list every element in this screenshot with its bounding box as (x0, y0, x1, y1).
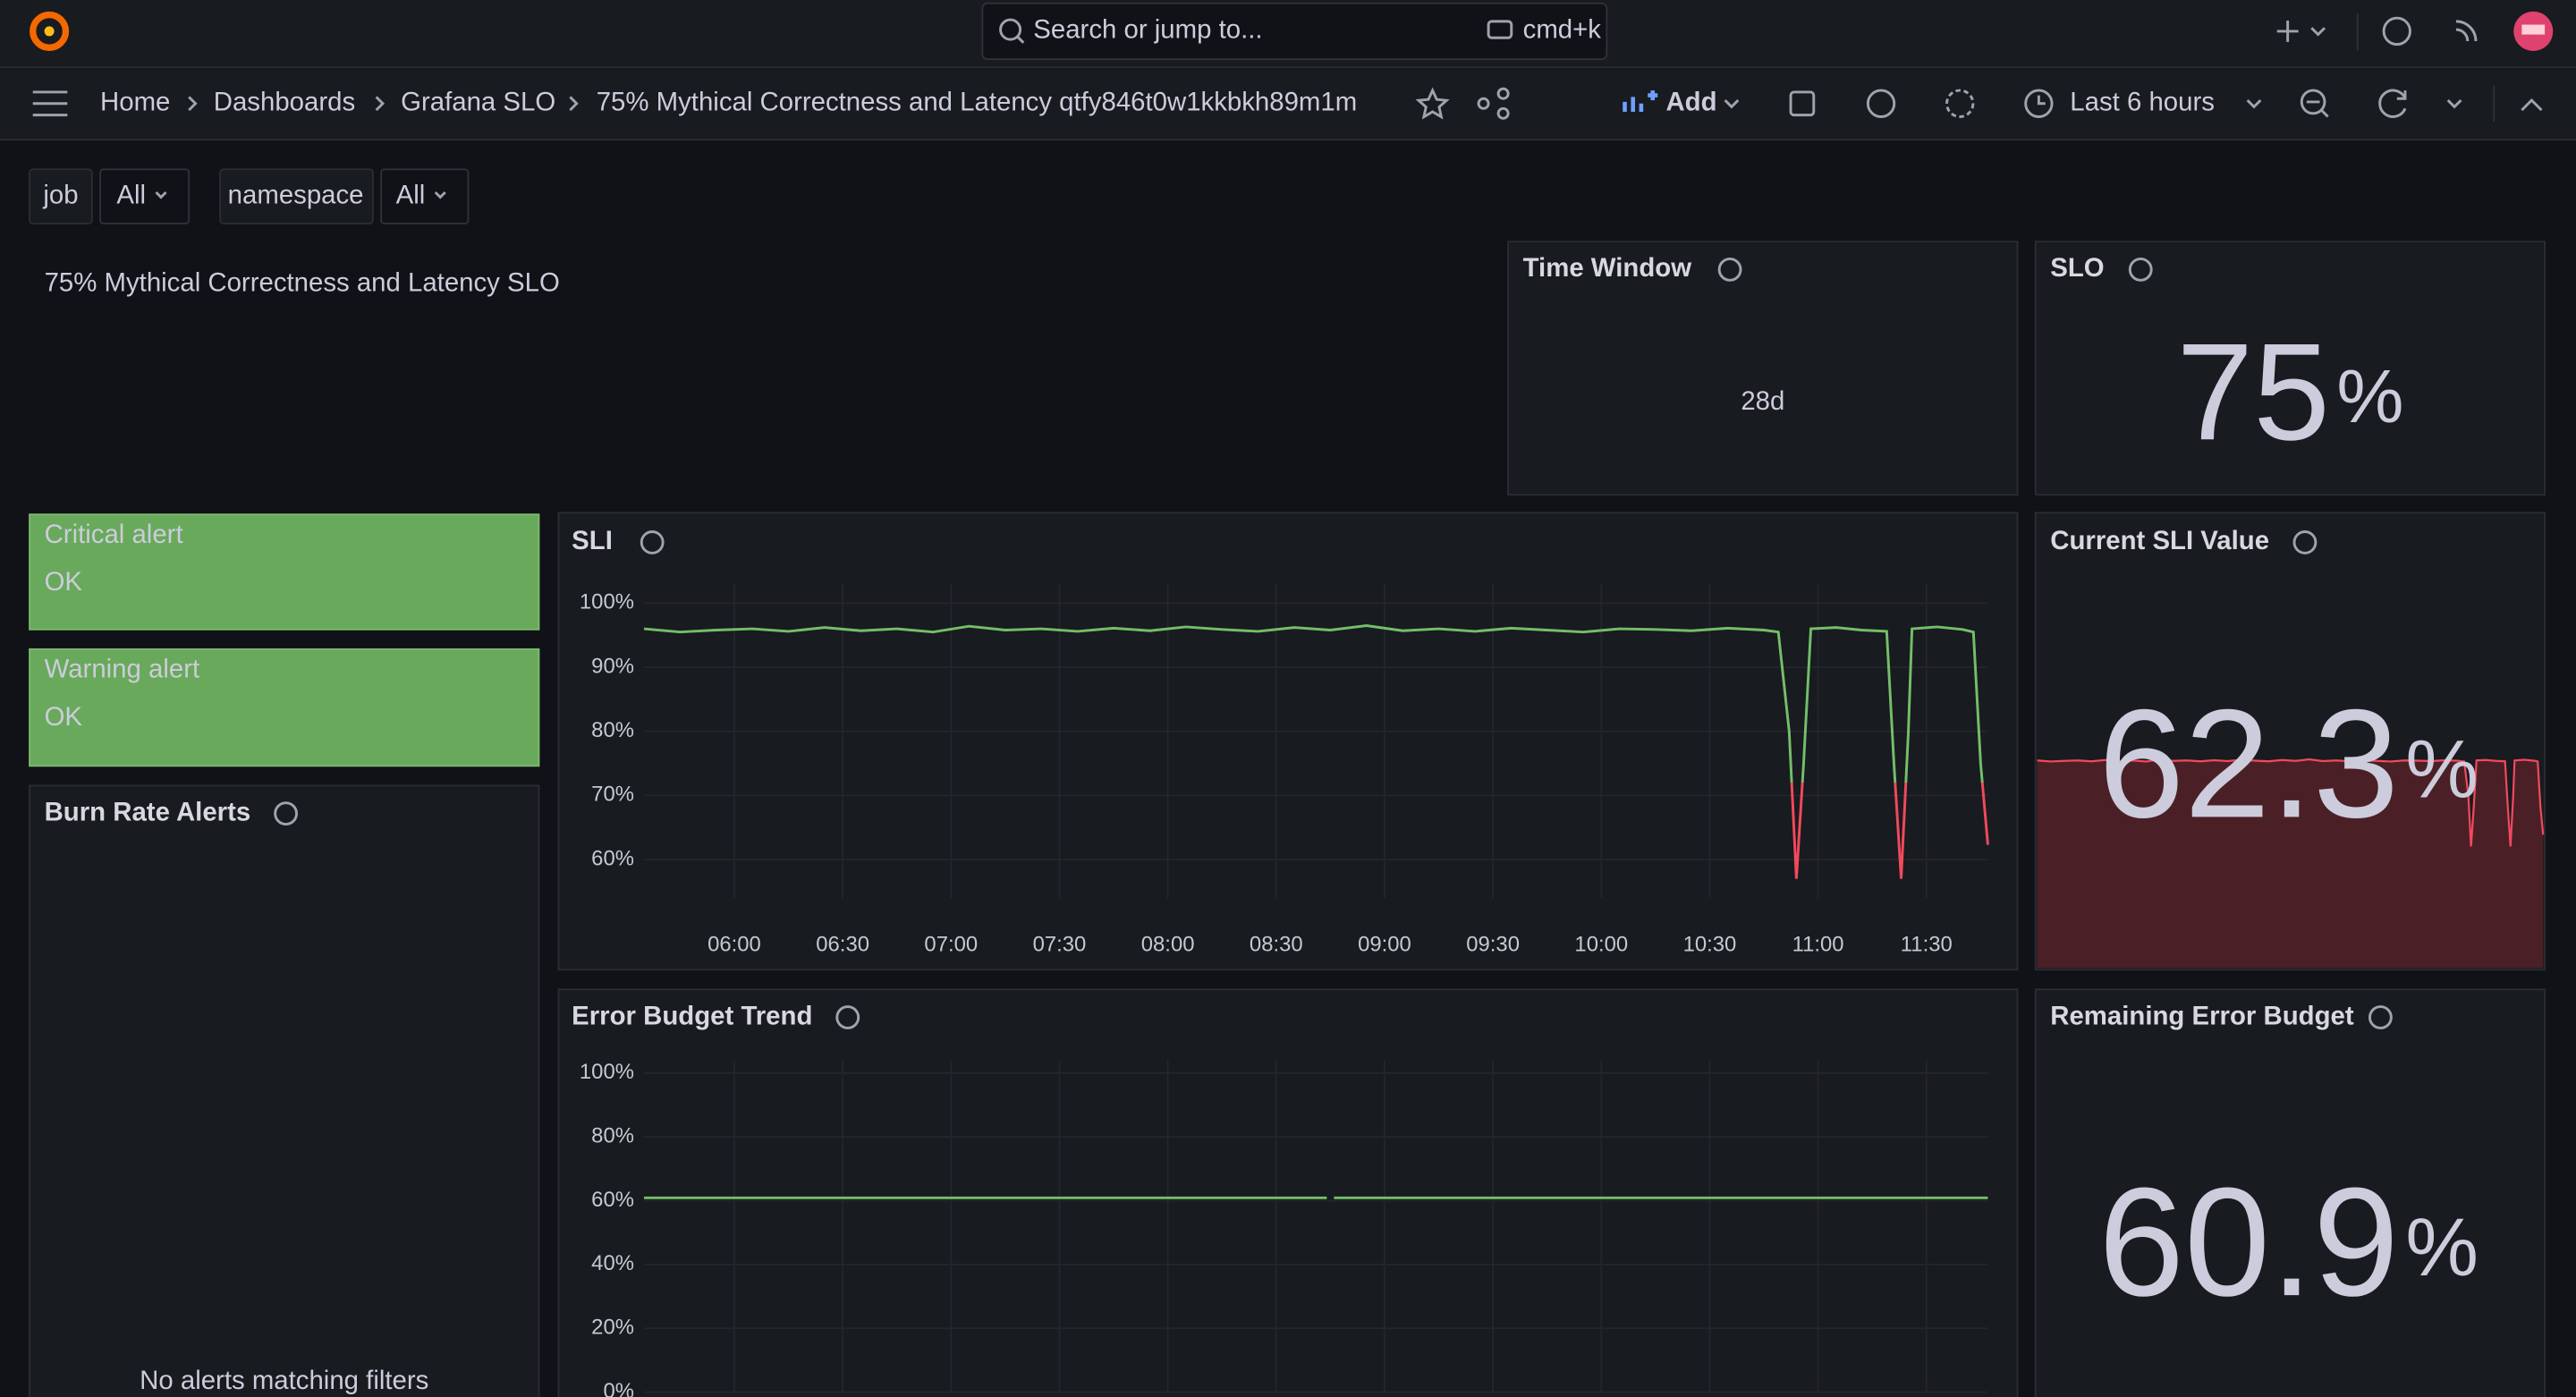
y-tick-label: 20% (591, 1315, 634, 1339)
y-tick-label: 80% (591, 718, 634, 742)
variable-label: namespace (228, 180, 364, 209)
search-placeholder: Search or jump to... (1033, 15, 1262, 45)
dashboard-title: 75% Mythical Correctness and Latency SLO (45, 268, 560, 298)
panel-title: Error Budget Trend (572, 1001, 812, 1030)
x-tick-label: 08:30 (1250, 933, 1303, 957)
variable-value: All (116, 180, 146, 209)
shortcut: cmd+k (1523, 15, 1602, 45)
variable-label: job (42, 180, 78, 209)
time-range-picker[interactable]: Last 6 hours (2070, 88, 2215, 117)
breadcrumb[interactable]: Home (100, 88, 170, 117)
panel-title: Current SLI Value (2050, 526, 2269, 555)
logo-dot (45, 26, 55, 36)
panel-title: Time Window (1523, 253, 1692, 283)
empty-message: No alerts matching filters (140, 1366, 428, 1395)
y-tick-label: 40% (591, 1251, 634, 1275)
stat-value: 75 (2176, 314, 2330, 469)
breadcrumb[interactable]: Dashboards (214, 88, 355, 117)
panel-title: SLO (2050, 253, 2104, 283)
alert-status: OK (45, 567, 83, 597)
x-tick-label: 06:00 (708, 933, 761, 957)
avatar-face (2521, 25, 2545, 35)
x-tick-label: 11:30 (1901, 933, 1953, 957)
y-tick-label: 90% (591, 654, 634, 678)
alert-label: Warning alert (45, 655, 200, 684)
variable-value: All (396, 180, 426, 209)
breadcrumb-current: 75% Mythical Correctness and Latency qtf… (597, 88, 1357, 117)
x-tick-label: 07:00 (924, 933, 978, 957)
alert-label: Critical alert (45, 520, 183, 549)
y-tick-label: 60% (591, 1188, 634, 1212)
x-tick-label: 09:00 (1358, 933, 1411, 957)
stat-value: 60.9 (2098, 1156, 2399, 1328)
y-tick-label: 80% (591, 1124, 634, 1148)
panel (558, 512, 2017, 969)
alert-status: OK (45, 702, 83, 732)
x-tick-label: 10:30 (1683, 933, 1737, 957)
panel (30, 785, 538, 1397)
stat-value: 62.3 (2098, 677, 2399, 850)
x-tick-label: 07:30 (1033, 933, 1087, 957)
stat-unit: % (2405, 724, 2479, 816)
breadcrumb[interactable]: Grafana SLO (401, 88, 555, 117)
x-tick-label: 10:00 (1574, 933, 1628, 957)
stat-unit: % (2405, 1202, 2479, 1293)
x-tick-label: 08:00 (1141, 933, 1195, 957)
x-tick-label: 06:30 (816, 933, 869, 957)
x-tick-label: 11:00 (1792, 933, 1844, 957)
y-tick-label: 70% (591, 783, 634, 807)
y-tick-label: 60% (591, 846, 634, 870)
x-tick-label: 09:30 (1466, 933, 1520, 957)
y-tick-label: 100% (580, 590, 634, 614)
stat-unit: % (2336, 354, 2403, 439)
panel (558, 989, 2017, 1397)
y-tick-label: 100% (580, 1060, 634, 1084)
panel-title: Remaining Error Budget (2050, 1001, 2354, 1030)
panel-title: Burn Rate Alerts (45, 797, 251, 826)
panel-title: SLI (572, 526, 613, 555)
add-button[interactable]: Add (1665, 88, 1716, 117)
y-tick-label: 0% (603, 1379, 634, 1397)
stat-value: 28d (1741, 386, 1784, 416)
